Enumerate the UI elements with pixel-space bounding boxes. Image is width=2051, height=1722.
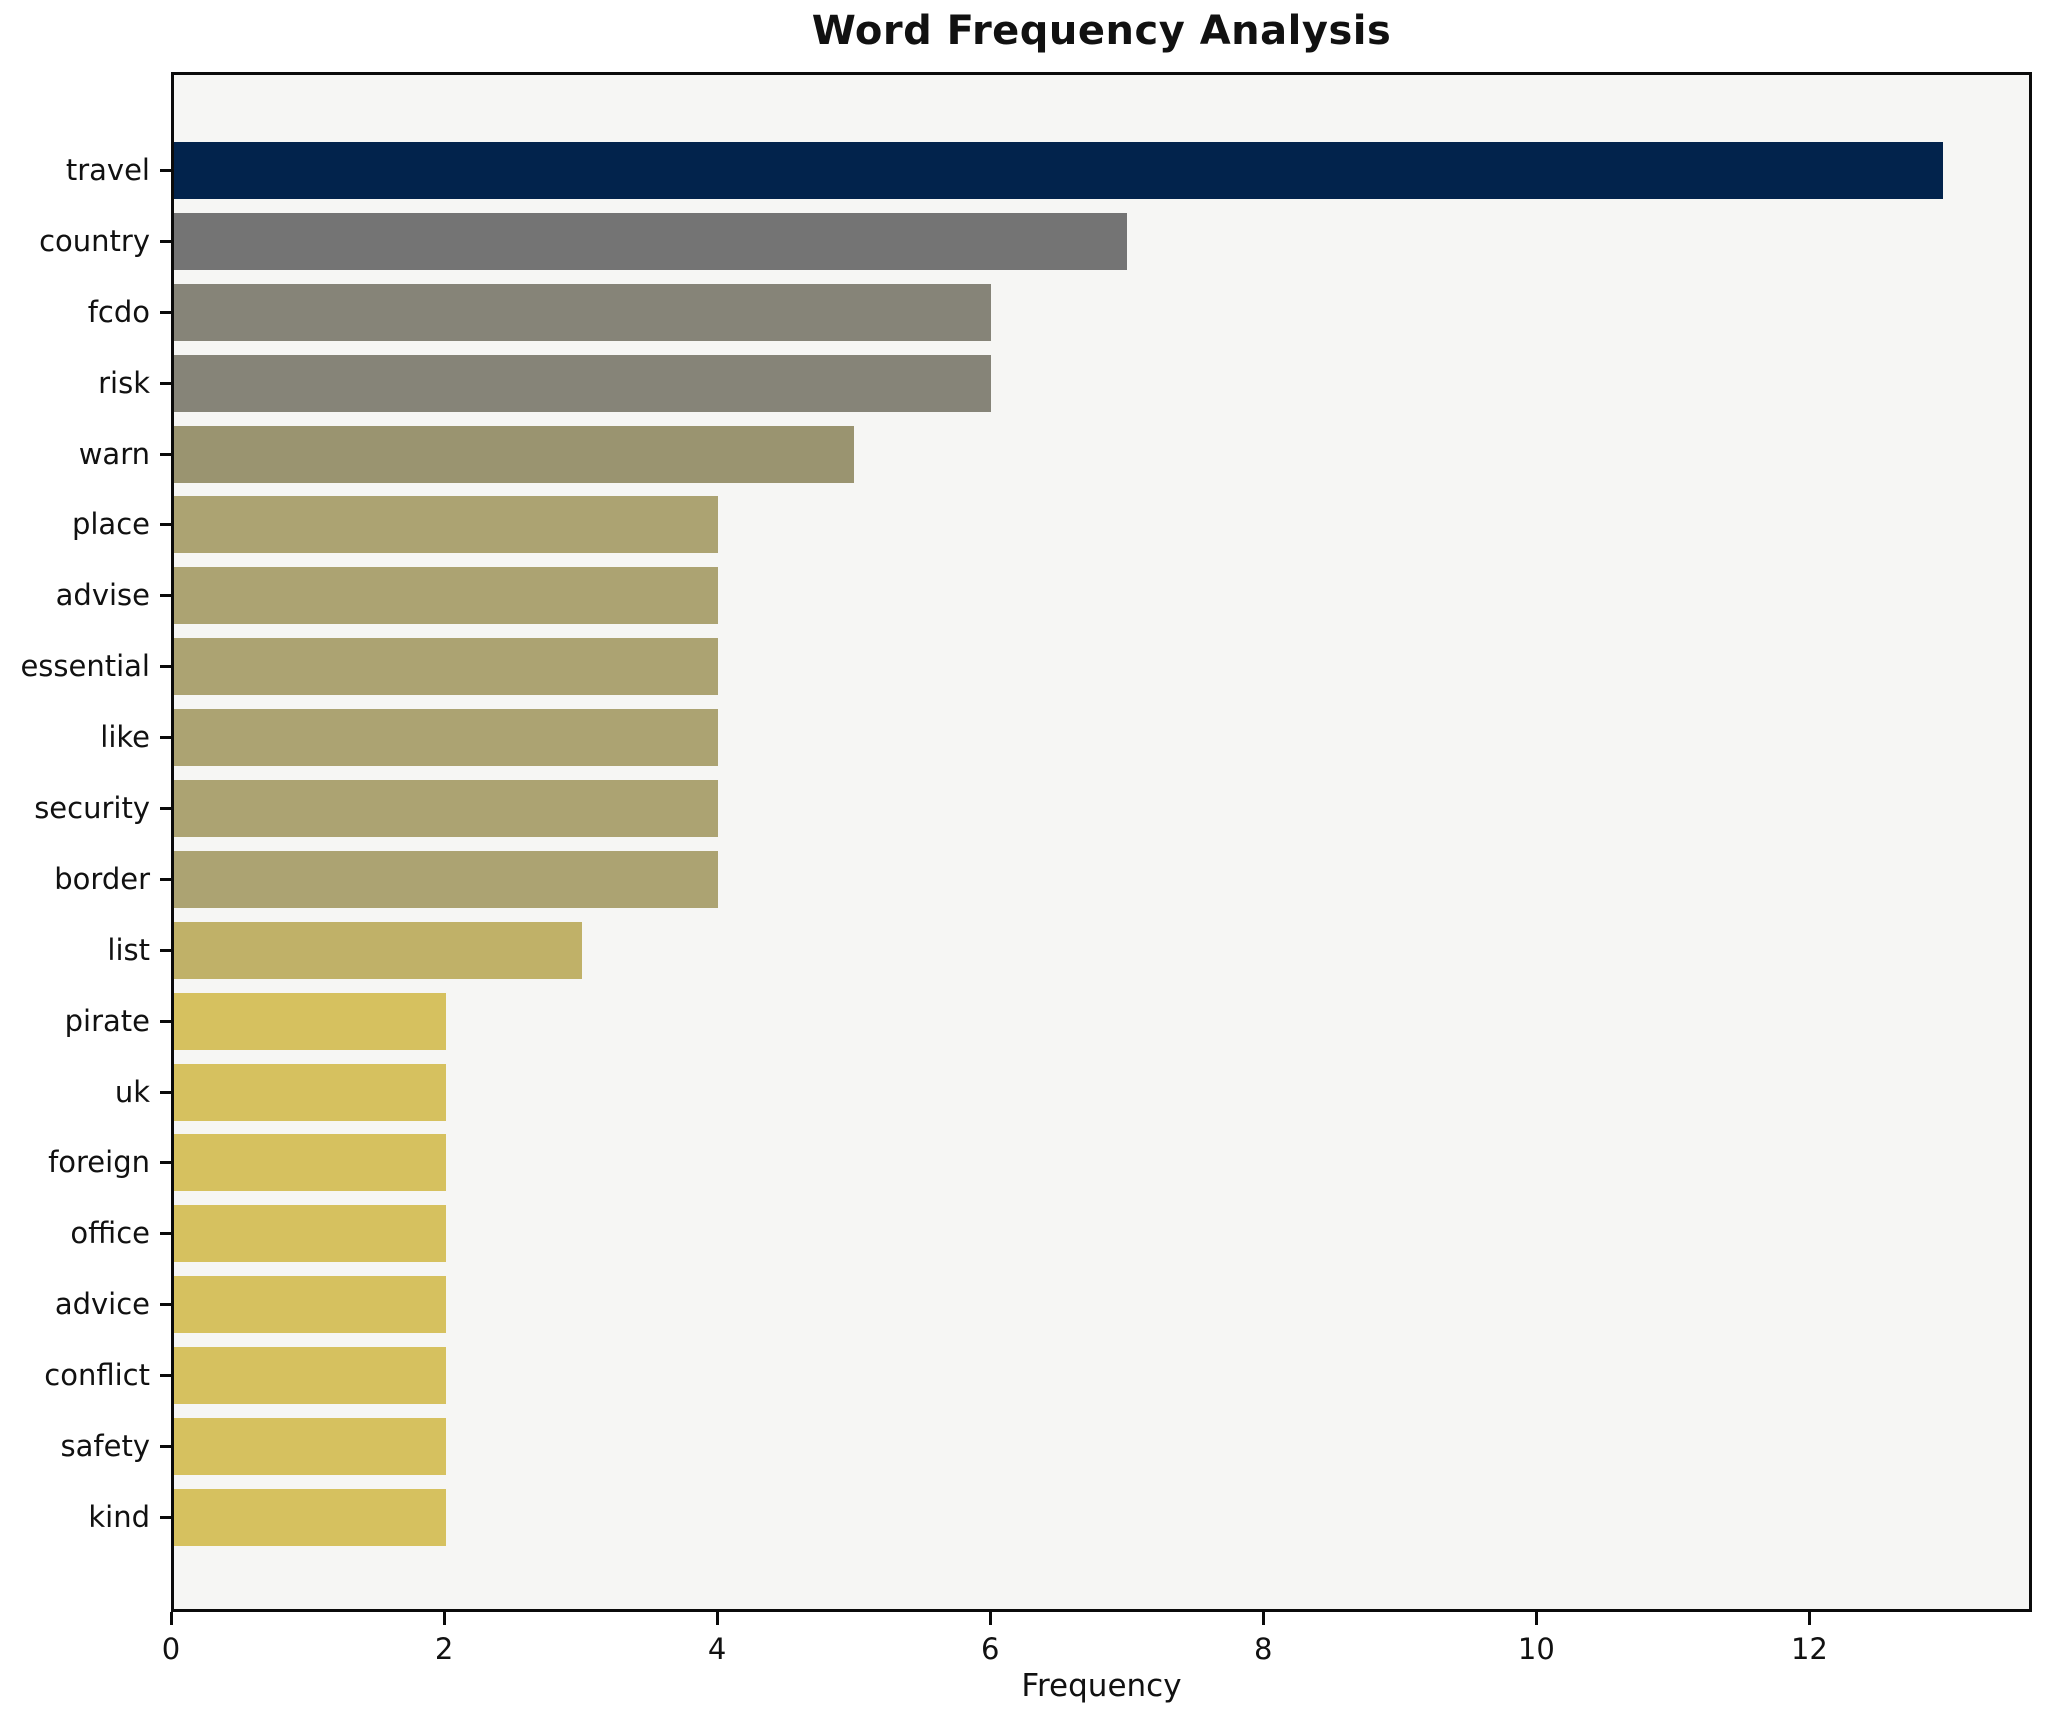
category-label: uk <box>114 1074 150 1109</box>
bar-row: advice <box>0 1276 2051 1334</box>
bar-row: place <box>0 496 2051 554</box>
x-tick-label: 8 <box>1254 1632 1273 1666</box>
bar-row: list <box>0 921 2051 979</box>
bar-row: office <box>0 1205 2051 1263</box>
category-label: warn <box>78 436 150 471</box>
y-axis-tick <box>160 736 171 740</box>
category-label: fcdo <box>87 294 150 329</box>
category-label: border <box>54 861 150 896</box>
frequency-bar <box>174 850 719 908</box>
category-label: security <box>34 791 150 826</box>
y-axis-tick <box>160 1232 171 1236</box>
y-axis-tick <box>160 1445 171 1449</box>
category-label: pirate <box>64 1003 150 1038</box>
y-axis-tick <box>160 1019 171 1023</box>
category-label: essential <box>20 649 150 684</box>
y-axis-tick <box>160 381 171 385</box>
bar-row: risk <box>0 354 2051 412</box>
bar-row: border <box>0 850 2051 908</box>
x-axis-tick <box>988 1612 992 1625</box>
frequency-bar <box>174 567 719 625</box>
bar-row: uk <box>0 1063 2051 1121</box>
bar-row: foreign <box>0 1134 2051 1192</box>
frequency-bar <box>174 354 991 412</box>
x-axis-tick <box>1807 1612 1811 1625</box>
y-axis-tick <box>160 1374 171 1378</box>
category-label: risk <box>98 365 150 400</box>
y-axis-tick <box>160 1515 171 1519</box>
y-axis-tick <box>160 877 171 881</box>
category-label: office <box>70 1216 150 1251</box>
category-label: list <box>107 932 150 967</box>
x-axis-label: Frequency <box>1021 1668 1182 1704</box>
frequency-bar <box>174 496 719 554</box>
category-label: travel <box>65 153 150 187</box>
bar-row: security <box>0 780 2051 838</box>
frequency-bar <box>174 921 583 979</box>
chart-title: Word Frequency Analysis <box>811 8 1392 54</box>
x-axis-tick <box>169 1612 173 1625</box>
y-axis-tick <box>160 169 171 172</box>
x-tick-label: 4 <box>707 1632 727 1666</box>
y-axis-tick <box>160 1161 171 1165</box>
bar-row: essential <box>0 638 2051 696</box>
bar-row: conflict <box>0 1347 2051 1405</box>
category-label: like <box>100 720 150 755</box>
frequency-bar <box>174 709 719 767</box>
bar-row: advise <box>0 567 2051 625</box>
category-label: kind <box>88 1499 150 1534</box>
frequency-bar <box>174 638 719 696</box>
frequency-bar <box>174 1063 447 1121</box>
category-label: advice <box>54 1287 150 1322</box>
frequency-bar <box>174 1205 447 1263</box>
bar-row: fcdo <box>0 283 2051 341</box>
frequency-bar <box>174 1276 447 1334</box>
category-label: foreign <box>48 1145 150 1180</box>
y-axis-tick <box>160 1303 171 1307</box>
bar-row: pirate <box>0 992 2051 1050</box>
x-tick-label: 10 <box>1517 1632 1555 1666</box>
x-tick-label: 0 <box>161 1632 181 1666</box>
y-axis-tick <box>160 452 171 456</box>
bar-row: country <box>0 212 2051 270</box>
category-label: country <box>39 223 150 258</box>
frequency-bar <box>174 1347 447 1405</box>
category-label: place <box>71 507 150 542</box>
y-axis-tick <box>160 1090 171 1094</box>
x-tick-label: 6 <box>980 1632 1000 1666</box>
frequency-bar <box>174 212 1127 270</box>
frequency-bar <box>174 425 855 483</box>
y-axis-tick <box>160 948 171 952</box>
y-axis-tick <box>160 310 171 314</box>
x-tick-label: 12 <box>1790 1632 1828 1666</box>
frequency-bar <box>174 1134 447 1192</box>
x-axis-tick <box>442 1612 446 1625</box>
bar-row: travel <box>0 142 2051 199</box>
bar-row: kind <box>0 1488 2051 1546</box>
frequency-bar <box>174 142 1944 199</box>
category-label: conflict <box>44 1358 150 1393</box>
frequency-bar <box>174 283 991 341</box>
y-axis-tick <box>160 594 171 598</box>
y-axis-tick <box>160 665 171 669</box>
frequency-bar <box>174 992 447 1050</box>
category-label: safety <box>60 1429 150 1464</box>
y-axis-tick <box>160 807 171 811</box>
x-axis-tick <box>1534 1612 1538 1625</box>
bar-row: like <box>0 709 2051 767</box>
frequency-bar <box>174 1418 447 1476</box>
x-tick-label: 2 <box>434 1632 454 1666</box>
category-label: advise <box>55 578 150 613</box>
bars-layer: travel country fcdo risk warn place advi… <box>0 142 2051 1546</box>
x-axis-tick <box>715 1612 719 1625</box>
frequency-bar <box>174 780 719 838</box>
x-axis-tick <box>1261 1612 1265 1625</box>
bar-row: safety <box>0 1418 2051 1476</box>
bar-row: warn <box>0 425 2051 483</box>
y-axis-tick <box>160 239 171 243</box>
y-axis-tick <box>160 523 171 527</box>
frequency-bar <box>174 1488 447 1546</box>
